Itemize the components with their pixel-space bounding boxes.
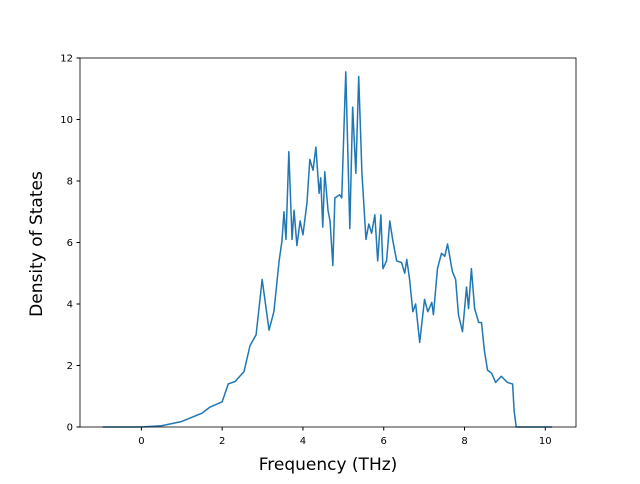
x-tick-label: 2 (219, 436, 225, 447)
x-axis-label: Frequency (THz) (259, 455, 398, 475)
y-axis-label: Density of States (27, 171, 47, 317)
x-tick-label: 4 (300, 436, 306, 447)
y-tick-label: 6 (67, 238, 73, 249)
plot-frame (79, 57, 577, 428)
y-tick-label: 12 (60, 54, 73, 65)
y-tick-label: 0 (67, 423, 73, 434)
y-tick-label: 8 (67, 177, 73, 188)
y-tick-label: 4 (67, 300, 73, 311)
x-tick-label: 10 (539, 436, 552, 447)
y-tick-label: 10 (60, 115, 73, 126)
x-tick-label: 8 (461, 436, 467, 447)
line-series (102, 71, 553, 428)
x-tick-label: 0 (138, 436, 144, 447)
y-tick-label: 2 (67, 361, 73, 372)
x-tick-label: 6 (381, 436, 387, 447)
